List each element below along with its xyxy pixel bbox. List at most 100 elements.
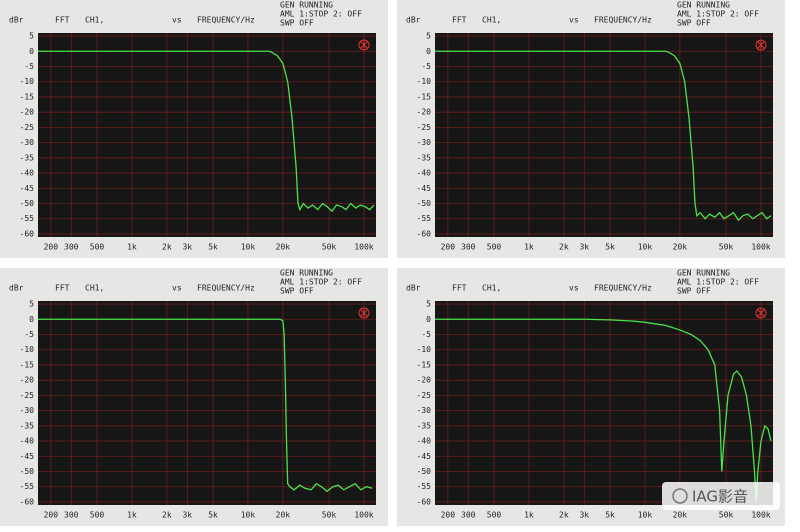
status-line: SWP OFF: [677, 19, 711, 28]
x-tick-label: 2k: [162, 511, 172, 520]
x-tick-label: 300: [461, 243, 476, 252]
x-tick-label: 20k: [673, 243, 688, 252]
marker-icon: [756, 308, 766, 318]
x-tick-label: 2k: [559, 511, 569, 520]
x-tick-label: 2k: [162, 243, 172, 252]
x-tick-label: 10k: [241, 243, 256, 252]
marker-icon: [359, 40, 369, 50]
y-tick-label: -10: [417, 77, 432, 86]
status-line: SWP OFF: [280, 19, 314, 28]
y-tick-label: -40: [417, 169, 432, 178]
plot-area: [435, 33, 773, 237]
y-tick-label: -40: [20, 169, 35, 178]
x-tick-label: 10k: [638, 243, 653, 252]
y-tick-label: -20: [417, 376, 432, 385]
x-tick-label: 200: [44, 243, 59, 252]
y-axis-label: dBr: [9, 16, 24, 25]
x-tick-label: 20k: [276, 511, 291, 520]
y-tick-label: -30: [417, 138, 432, 147]
y-tick-label: -15: [417, 360, 432, 369]
x-tick-label: 5k: [208, 511, 218, 520]
channel: CH1,: [85, 16, 104, 25]
y-tick-label: -5: [421, 62, 431, 71]
y-tick-label: -50: [20, 199, 35, 208]
x-axis-label: FREQUENCY/Hz: [594, 284, 652, 293]
x-tick-label: 300: [461, 511, 476, 520]
y-tick-label: -45: [20, 184, 35, 193]
status-line: GEN RUNNING: [280, 1, 333, 10]
x-axis-label: FREQUENCY/Hz: [594, 16, 652, 25]
x-tick-label: 100k: [751, 243, 770, 252]
x-tick-label: 100k: [354, 243, 373, 252]
y-tick-label: -40: [417, 437, 432, 446]
marker-icon: [359, 308, 369, 318]
x-tick-label: 300: [64, 511, 79, 520]
y-tick-label: 5: [29, 300, 34, 309]
y-tick-label: -15: [20, 360, 35, 369]
y-tick-label: -30: [20, 406, 35, 415]
x-tick-label: 300: [64, 243, 79, 252]
plot-area: [38, 33, 376, 237]
x-tick-label: 20k: [673, 511, 688, 520]
status-line: AML 1:STOP 2: OFF: [280, 278, 362, 287]
y-tick-label: -45: [417, 452, 432, 461]
y-axis-label: dBr: [406, 284, 421, 293]
status-line: SWP OFF: [677, 287, 711, 296]
analyzer-mode: FFT: [55, 16, 70, 25]
analyzer-mode: FFT: [452, 284, 467, 293]
y-tick-label: 0: [426, 47, 431, 56]
status-line: SWP OFF: [280, 287, 314, 296]
y-tick-label: -50: [20, 467, 35, 476]
y-tick-label: -35: [417, 421, 432, 430]
y-tick-label: -5: [24, 62, 34, 71]
response-line: [38, 50, 375, 213]
x-tick-label: 3k: [579, 243, 589, 252]
y-tick-label: 0: [426, 315, 431, 324]
y-tick-label: -25: [20, 391, 35, 400]
status-line: AML 1:STOP 2: OFF: [280, 10, 362, 19]
watermark-text: IAG影音: [692, 488, 748, 506]
y-tick-label: -20: [20, 108, 35, 117]
marker-icon: [756, 40, 766, 50]
x-tick-label: 100k: [354, 511, 373, 520]
y-tick-label: 5: [29, 32, 34, 41]
y-tick-label: -25: [417, 123, 432, 132]
y-tick-label: -60: [20, 229, 35, 238]
analyzer-mode: FFT: [452, 16, 467, 25]
y-tick-label: -55: [417, 482, 432, 491]
vs: vs: [569, 284, 579, 293]
y-tick-label: 5: [426, 300, 431, 309]
vs: vs: [172, 16, 182, 25]
y-axis-label: dBr: [406, 16, 421, 25]
y-tick-label: 5: [426, 32, 431, 41]
channel: CH1,: [482, 284, 501, 293]
y-tick-label: -35: [20, 153, 35, 162]
x-tick-label: 5k: [605, 511, 615, 520]
plot-area: [435, 301, 773, 505]
y-tick-label: -25: [417, 391, 432, 400]
y-tick-label: -15: [417, 92, 432, 101]
x-tick-label: 1k: [524, 511, 534, 520]
y-tick-label: -40: [20, 437, 35, 446]
y-tick-label: 0: [29, 315, 34, 324]
watermark: IAG影音: [662, 482, 780, 510]
y-tick-label: -45: [417, 184, 432, 193]
x-axis-label: FREQUENCY/Hz: [197, 284, 255, 293]
x-tick-label: 3k: [182, 511, 192, 520]
status-line: AML 1:STOP 2: OFF: [677, 10, 759, 19]
y-tick-label: -30: [20, 138, 35, 147]
x-tick-label: 1k: [127, 243, 137, 252]
vs: vs: [172, 284, 182, 293]
plot-area: [38, 301, 376, 505]
x-tick-label: 2k: [559, 243, 569, 252]
x-tick-label: 200: [441, 511, 456, 520]
vs: vs: [569, 16, 579, 25]
watermark-background: [662, 482, 780, 510]
x-tick-label: 20k: [276, 243, 291, 252]
y-tick-label: -55: [417, 214, 432, 223]
y-tick-label: -60: [417, 497, 432, 506]
y-tick-label: -50: [417, 467, 432, 476]
